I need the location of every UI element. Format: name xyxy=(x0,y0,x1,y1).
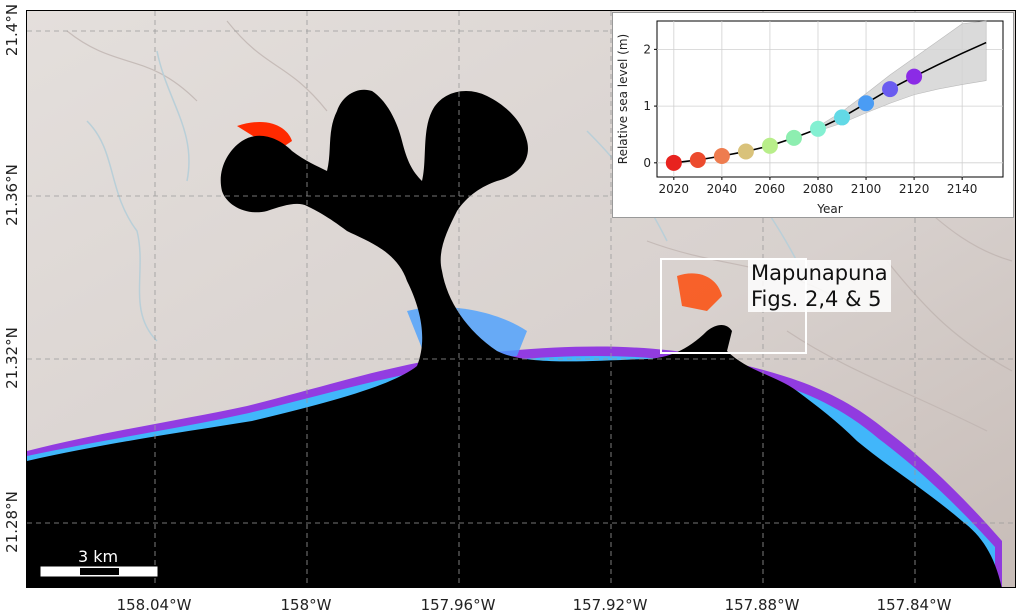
x-tick-label: 157.92°W xyxy=(572,596,648,614)
y-axis-tick-label: 2 xyxy=(643,42,651,56)
sea-level-point xyxy=(713,148,730,165)
sea-level-inset: 2020 2040 2060 2080 2100 2120 2140 0 1 2 Year Relat… xyxy=(612,12,1014,218)
y-tick-label: 21.32°N xyxy=(3,327,21,389)
sea-level-point xyxy=(882,81,899,98)
sea-level-point xyxy=(761,137,778,154)
x-axis-tick-label: 2040 xyxy=(707,182,738,196)
sea-level-point xyxy=(809,120,826,137)
sea-level-point xyxy=(689,151,706,168)
callout-line-1: Mapunapuna xyxy=(751,261,888,285)
mapunapuna-label: Mapunapuna Figs. 2,4 & 5 xyxy=(748,260,891,312)
x-tick-label: 157.88°W xyxy=(724,596,800,614)
x-axis-tick-label: 2080 xyxy=(803,182,834,196)
x-axis-tick-label: 2140 xyxy=(947,182,978,196)
scale-bar xyxy=(40,566,158,577)
x-tick-label: 157.84°W xyxy=(876,596,952,614)
sea-level-point xyxy=(834,109,851,126)
x-tick-label: 157.96°W xyxy=(420,596,496,614)
x-tick-label: 158.04°W xyxy=(116,596,192,614)
x-axis-label: Year xyxy=(816,202,842,216)
y-axis-tick-label: 0 xyxy=(643,156,651,170)
sea-level-point xyxy=(906,68,923,85)
sea-level-point xyxy=(785,129,802,146)
y-axis-label: Relative sea level (m) xyxy=(616,34,630,164)
y-axis-tick-label: 1 xyxy=(643,99,651,113)
sea-level-point xyxy=(858,95,875,112)
sea-level-chart: 2020 2040 2060 2080 2100 2120 2140 0 1 2 Year Relat… xyxy=(616,20,1004,216)
sea-level-point xyxy=(737,143,754,160)
x-axis-tick-label: 2120 xyxy=(899,182,930,196)
x-tick-label: 158°W xyxy=(280,596,332,614)
map-canvas xyxy=(27,11,1015,587)
y-tick-label: 21.4°N xyxy=(3,3,21,57)
y-tick-label: 21.36°N xyxy=(3,164,21,226)
x-axis-tick-label: 2060 xyxy=(755,182,786,196)
y-tick-label: 21.28°N xyxy=(3,491,21,553)
x-axis-tick-label: 2100 xyxy=(851,182,882,196)
sea-level-point xyxy=(665,154,682,171)
x-axis-tick-label: 2020 xyxy=(659,182,690,196)
callout-line-2: Figs. 2,4 & 5 xyxy=(751,287,882,311)
scale-bar-label: 3 km xyxy=(78,547,119,566)
ocean xyxy=(27,89,1002,587)
